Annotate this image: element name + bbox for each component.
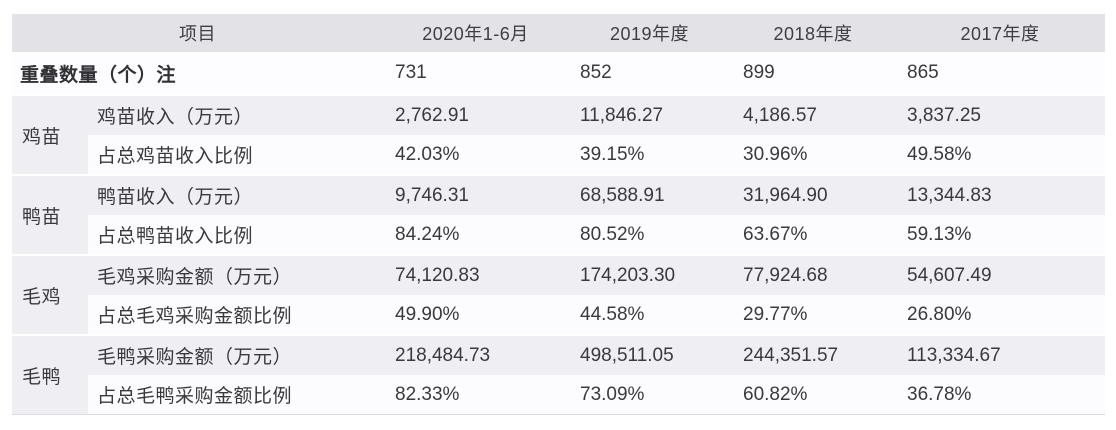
cell-value: 68,588.91 [568,176,731,215]
overlap-value-2019: 852 [580,62,612,83]
cell-value: 54,607.49 [895,256,1105,295]
cell-value: 29.77% [731,295,895,334]
cell-value: 59.13% [895,215,1105,254]
cell-value: 74,120.83 [383,256,568,295]
row-label: 占总毛鸭采购金额比例 [88,375,383,414]
cell-value: 77,924.68 [731,256,895,295]
overlap-row-label: 重叠数量（个）注 [20,64,177,86]
table-header-row: 项目 2020年1-6月 2019年度 2018年度 2017年度 [12,14,1105,52]
cell-value: 82.33% [383,375,568,414]
cell-value: 13,344.83 [895,176,1105,215]
cell-value: 26.80% [895,295,1105,334]
cell-value: 60.82% [731,375,895,414]
header-2020h1: 2020年1-6月 [422,24,529,44]
cell-value: 30.96% [731,135,895,174]
row-label: 毛鸡采购金额（万元） [88,256,383,295]
row-label: 鸭苗收入（万元） [88,176,383,215]
row-label: 占总鸭苗收入比例 [88,215,383,254]
cell-value: 42.03% [383,135,568,174]
row-label: 鸡苗收入（万元） [88,96,383,135]
group-live-chicken: 毛鸡 毛鸡采购金额（万元） 74,120.83 174,203.30 77,92… [12,256,1105,334]
overlap-value-2018: 899 [743,62,775,83]
cell-value: 63.67% [731,215,895,254]
group-live-duck: 毛鸭 毛鸭采购金额（万元） 218,484.73 498,511.05 244,… [12,336,1105,414]
cell-value: 498,511.05 [568,336,731,375]
row-label: 毛鸭采购金额（万元） [88,336,383,375]
cell-value: 9,746.31 [383,176,568,215]
cell-value: 4,186.57 [731,96,895,135]
cell-value: 113,334.67 [895,336,1105,375]
cell-value: 44.58% [568,295,731,334]
cell-value: 36.78% [895,375,1105,414]
group-label: 毛鸭 [12,336,88,414]
header-item: 项目 [179,24,216,44]
group-label: 鸡苗 [12,96,88,174]
financial-overlap-table: 项目 2020年1-6月 2019年度 2018年度 2017年度 重叠数量（个… [12,14,1105,415]
cell-value: 174,203.30 [568,256,731,295]
header-2019: 2019年度 [609,24,690,44]
group-label: 鸭苗 [12,176,88,254]
overlap-value-2017: 865 [907,62,939,83]
group-chicken-seedling: 鸡苗 鸡苗收入（万元） 2,762.91 11,846.27 4,186.57 … [12,96,1105,174]
group-duck-seedling: 鸭苗 鸭苗收入（万元） 9,746.31 68,588.91 31,964.90… [12,176,1105,254]
row-label: 占总鸡苗收入比例 [88,135,383,174]
cell-value: 218,484.73 [383,336,568,375]
header-2018: 2018年度 [773,24,853,44]
overlap-value-2020h1: 731 [395,62,427,83]
cell-value: 11,846.27 [568,96,731,135]
cell-value: 49.90% [383,295,568,334]
cell-value: 244,351.57 [731,336,895,375]
group-label: 毛鸡 [12,256,88,334]
row-label: 占总毛鸡采购金额比例 [88,295,383,334]
cell-value: 84.24% [383,215,568,254]
cell-value: 3,837.25 [895,96,1105,135]
cell-value: 39.15% [568,135,731,174]
overlap-count-row: 重叠数量（个）注 731 852 899 865 [12,52,1105,94]
cell-value: 31,964.90 [731,176,895,215]
cell-value: 2,762.91 [383,96,568,135]
cell-value: 49.58% [895,135,1105,174]
cell-value: 73.09% [568,375,731,414]
header-2017: 2017年度 [960,24,1040,44]
cell-value: 80.52% [568,215,731,254]
